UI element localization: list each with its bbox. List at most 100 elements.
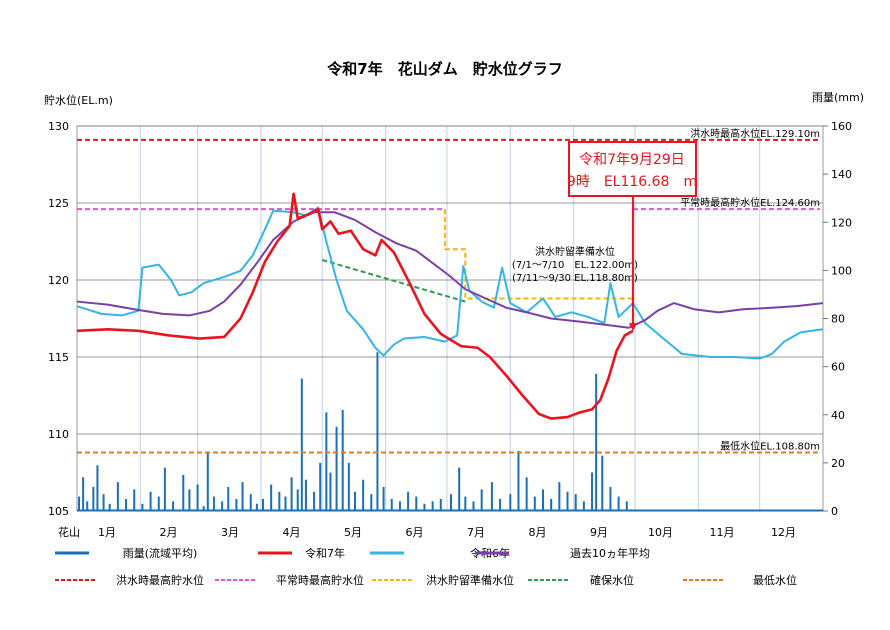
y2-tick-label: 100 [831, 264, 852, 277]
y2-tick-label: 80 [831, 313, 845, 326]
month-label: 10月 [648, 526, 673, 539]
rain-bar [157, 496, 160, 511]
y2-axis-label: 雨量(mm) [812, 91, 864, 104]
rain-bar [415, 496, 418, 511]
rain-bar [362, 479, 365, 511]
callout-date: 令和7年9月29日 [579, 152, 685, 168]
rain-bar [431, 501, 434, 511]
chart-title: 令和7年 花山ダム 貯水位グラフ [327, 60, 562, 78]
rain-bar [335, 426, 338, 511]
rain-bar [182, 474, 185, 511]
rain-bar [458, 467, 461, 511]
ref-label-min: 最低水位EL.108.80m [720, 439, 820, 452]
y2-tick-label: 40 [831, 409, 845, 422]
y2-tick-label: 60 [831, 361, 845, 374]
rain-bar [284, 496, 287, 511]
y2-tick-label: 20 [831, 457, 845, 470]
legend-label-normal_max: 平常時最高貯水位 [276, 573, 364, 587]
rain-bar [601, 455, 604, 511]
rain-bar [566, 491, 569, 511]
rain-bar [221, 501, 224, 511]
rain-bar [376, 352, 379, 511]
y2-tick-label: 160 [831, 120, 852, 133]
rain-bar [196, 484, 199, 511]
y2-tick-label: 140 [831, 168, 852, 181]
x-axis-prefix: 花山 [58, 526, 80, 539]
rain-bar [353, 491, 356, 511]
rain-bar [304, 479, 307, 511]
rain-bar [398, 501, 401, 511]
rain-bar [172, 501, 175, 511]
rain-bar [423, 503, 426, 511]
rain-bar [300, 378, 303, 511]
rain-bar [290, 477, 293, 511]
rain-bar [595, 373, 598, 511]
y2-tick-label: 120 [831, 216, 852, 229]
rain-bar [574, 494, 577, 511]
rain-bar [525, 477, 528, 511]
series-line-r7 [76, 192, 634, 420]
rain-bar [558, 482, 561, 511]
month-label: 6月 [406, 526, 424, 539]
rain-bar [625, 501, 628, 511]
rain-bar [319, 462, 322, 511]
callout-arrow-icon [628, 323, 637, 332]
rain-bar [241, 482, 244, 511]
callout-box [568, 141, 697, 197]
rain-bar [541, 489, 544, 511]
rain-bar [278, 491, 281, 511]
rain-bar [517, 450, 520, 511]
rain-bar [78, 496, 81, 511]
rain-bar [96, 465, 99, 511]
ref-annotation-flood_prep: (7/1～7/10 EL.122.00m) [512, 260, 638, 271]
rain-bar [149, 491, 152, 511]
rain-bar [163, 467, 166, 511]
y-tick-label: 120 [48, 274, 69, 287]
month-label: 12月 [771, 526, 796, 539]
legend-label-rain: 雨量(流域平均) [123, 546, 198, 560]
rain-bar [472, 501, 475, 511]
rain-bar [609, 486, 612, 511]
rain-bar [382, 486, 385, 511]
rain-bar [499, 498, 502, 511]
month-label: 7月 [467, 526, 485, 539]
legend-label-flood_prep: 洪水貯留準備水位 [426, 573, 514, 587]
rain-bar [125, 498, 128, 511]
ref-annotation-flood_prep: 洪水貯留準備水位 [535, 245, 615, 258]
y-tick-label: 110 [48, 428, 69, 441]
rain-bar [533, 496, 536, 511]
rain-bar [296, 489, 299, 511]
y2-tick-label: 0 [831, 505, 838, 518]
rain-bar [116, 482, 119, 511]
series-line-r6 [76, 206, 824, 360]
rain-bar [92, 486, 95, 511]
rain-bar [270, 484, 273, 511]
rain-bar [329, 472, 332, 511]
rain-bar [202, 506, 205, 511]
month-label: 4月 [283, 526, 301, 539]
rain-bar [86, 501, 89, 511]
rain-bar [102, 494, 105, 511]
month-label: 9月 [590, 526, 608, 539]
legend-label-min: 最低水位 [753, 573, 797, 587]
month-label: 8月 [529, 526, 547, 539]
rain-bar [341, 409, 344, 511]
rain-bar [591, 472, 594, 511]
legend-label-secure: 確保水位 [590, 573, 634, 587]
ref-line-secure [321, 259, 466, 303]
rain-bar [227, 486, 230, 511]
rain-bar [480, 489, 483, 511]
rain-bar [509, 494, 512, 511]
rain-bar [407, 491, 410, 511]
rain-bar [133, 489, 136, 511]
rain-bar [450, 494, 453, 511]
rain-bar [439, 498, 442, 511]
rain-bar [141, 503, 144, 511]
rain-bar [490, 482, 493, 511]
month-label: 1月 [98, 526, 116, 539]
y-axis-label: 貯水位(EL.m) [44, 93, 113, 107]
rain-bar [261, 498, 264, 511]
rain-bar [370, 494, 373, 511]
ref-label-normal_max: 平常時最高貯水位EL.124.60m [680, 196, 820, 209]
